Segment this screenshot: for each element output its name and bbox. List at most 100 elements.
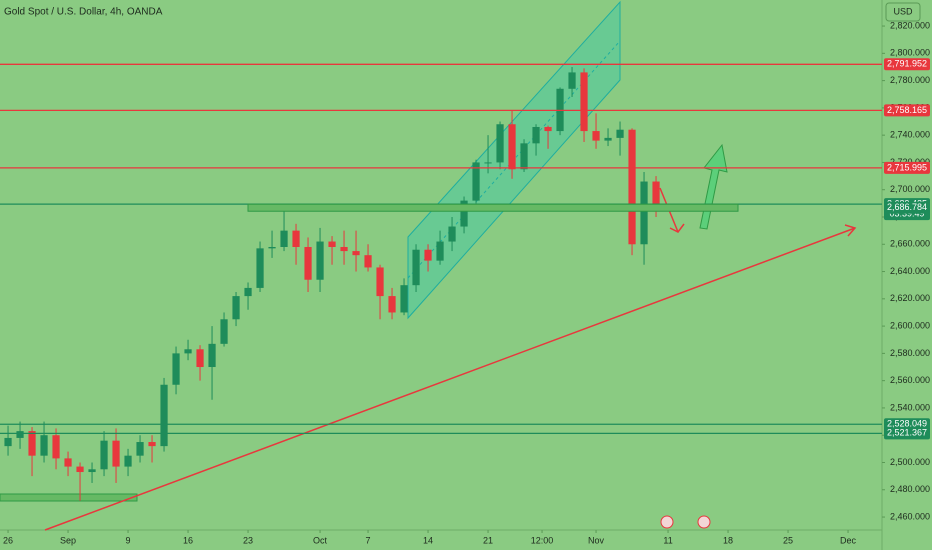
- candle-body: [316, 241, 324, 280]
- candle-body: [4, 437, 12, 447]
- candle-body: [436, 241, 444, 261]
- candle-body: [460, 200, 468, 227]
- candle-body: [16, 431, 24, 438]
- y-tick-label: 2,800.000: [890, 48, 930, 58]
- candle-body: [148, 442, 156, 447]
- price-tag-label: 2,791.952: [887, 59, 927, 69]
- candle-body: [220, 319, 228, 344]
- x-tick-label: Dec: [840, 535, 857, 545]
- trend-line: [44, 227, 856, 531]
- x-tick-label: 9: [126, 535, 131, 545]
- y-tick-label: 2,660.000: [890, 239, 930, 249]
- y-tick-label: 2,620.000: [890, 293, 930, 303]
- candle-body: [424, 249, 432, 261]
- y-tick-label: 2,600.000: [890, 320, 930, 330]
- y-tick-label: 2,500.000: [890, 457, 930, 467]
- candle-body: [304, 246, 312, 280]
- candle-body: [652, 181, 660, 205]
- candle-body: [64, 458, 72, 467]
- y-tick-label: 2,480.000: [890, 484, 930, 494]
- candle-body: [640, 181, 648, 245]
- candle-body: [184, 349, 192, 354]
- candle-body: [484, 162, 492, 164]
- candle-body: [76, 466, 84, 473]
- price-tag: [884, 104, 930, 117]
- candle-body: [244, 287, 252, 297]
- x-tick-label: 25: [783, 535, 793, 545]
- candle-body: [544, 126, 552, 132]
- trend-arrowhead: [844, 224, 857, 237]
- candle-body: [160, 384, 168, 447]
- x-tick-label: 11: [663, 535, 672, 545]
- x-tick-label: Nov: [588, 535, 605, 545]
- candle-body: [352, 251, 360, 256]
- candle-body: [532, 126, 540, 144]
- event-icon[interactable]: [697, 515, 711, 529]
- candle-body: [592, 131, 600, 141]
- candle-body: [628, 129, 636, 245]
- candle-body: [196, 349, 204, 368]
- candle-body: [208, 343, 216, 368]
- candle-body: [604, 137, 612, 141]
- y-tick-label: 2,780.000: [890, 75, 930, 85]
- x-tick-label: 7: [366, 535, 371, 545]
- price-tag: [884, 427, 930, 440]
- candle-body: [340, 246, 348, 252]
- y-tick-label: 2,700.000: [890, 184, 930, 194]
- y-tick-label: 2,460.000: [890, 511, 930, 521]
- candle-body: [232, 296, 240, 320]
- candle-body: [136, 442, 144, 456]
- candle-body: [388, 296, 396, 313]
- chart-title: Gold Spot / U.S. Dollar, 4h, OANDA: [4, 7, 163, 18]
- candle-body: [268, 246, 276, 249]
- event-icon[interactable]: [660, 515, 674, 529]
- price-tag: [884, 58, 930, 71]
- support-zone: [0, 493, 138, 502]
- x-tick-label: 23: [243, 535, 253, 545]
- candle-body: [172, 353, 180, 385]
- candle-body: [328, 241, 336, 247]
- candle-body: [520, 143, 528, 170]
- y-tick-label: 2,820.000: [890, 20, 930, 30]
- y-tick-label: 2,720.000: [890, 157, 930, 167]
- price-tag-label: 2,521.367: [887, 428, 927, 438]
- candle-body: [52, 435, 60, 459]
- candle-body: [280, 230, 288, 247]
- candle-body: [112, 440, 120, 467]
- x-tick-label: 12:00: [531, 535, 554, 545]
- y-tick-label: 2,740.000: [890, 130, 930, 140]
- y-tick-label: 2,580.000: [890, 348, 930, 358]
- x-tick-label: 26: [3, 535, 13, 545]
- candle-body: [40, 435, 48, 456]
- price-tag: [884, 161, 930, 174]
- price-tag-label: 2,758.165: [887, 105, 927, 115]
- candle-body: [568, 72, 576, 89]
- x-tick-label: Sep: [60, 535, 76, 545]
- x-tick-label: Oct: [313, 535, 328, 545]
- candle-body: [88, 469, 96, 473]
- x-tick-label: 14: [423, 535, 433, 545]
- down-arrowhead: [669, 223, 685, 233]
- candle-body: [508, 124, 516, 170]
- candle-body: [616, 129, 624, 138]
- level-zone: [247, 203, 739, 212]
- currency[interactable]: USD: [893, 6, 913, 16]
- candle-body: [400, 285, 408, 313]
- candle-body: [472, 162, 480, 201]
- candle-body: [256, 248, 264, 288]
- candle-body: [412, 249, 420, 286]
- candle-body: [376, 267, 384, 297]
- candle-body: [364, 255, 372, 268]
- currency-button[interactable]: [885, 2, 921, 22]
- y-tick-label: 2,540.000: [890, 402, 930, 412]
- price-tag: [884, 418, 930, 431]
- candle-body: [28, 431, 36, 456]
- price-tag: [884, 201, 930, 214]
- price-tag-label: 2,715.995: [887, 162, 927, 172]
- y-tick-label: 2,560.000: [890, 375, 930, 385]
- price-tag-label: 2,528.049: [887, 419, 927, 429]
- candle-body: [292, 230, 300, 247]
- candle-body: [580, 72, 588, 132]
